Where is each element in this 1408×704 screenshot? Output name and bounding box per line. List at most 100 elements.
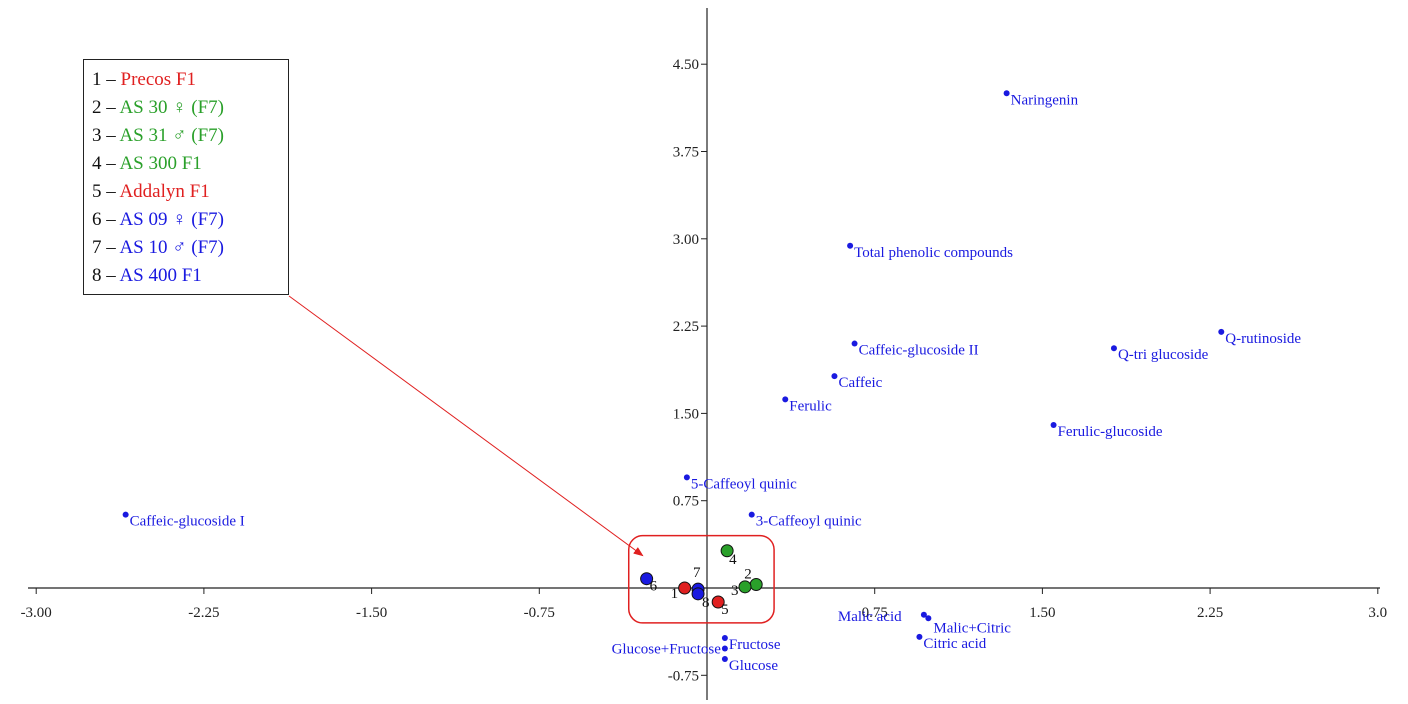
variable-label: Caffeic-glucoside II xyxy=(859,343,979,359)
sample-point xyxy=(738,580,752,594)
y-tick-label: 4.50 xyxy=(673,57,699,73)
variable-point xyxy=(683,474,690,481)
legend-item-number: 7 xyxy=(92,237,102,258)
variable-point xyxy=(721,656,728,663)
variable-label: Fructose xyxy=(729,637,781,653)
variable-points: Naringenin Total phenolic compounds Q-ruti… xyxy=(122,90,1301,674)
variable-label: Malic+Citric xyxy=(933,620,1011,636)
legend-item-dash: – xyxy=(101,69,121,90)
sample-point xyxy=(711,595,725,609)
sample-label: 7 xyxy=(693,565,701,581)
legend-item-label: AS 400 F1 xyxy=(119,265,202,286)
sample-point xyxy=(640,572,654,586)
sample-label: 2 xyxy=(744,567,752,583)
legend-item-number: 1 xyxy=(92,69,102,90)
x-tick-label: 2.25 xyxy=(1197,605,1223,621)
legend-item-number: 5 xyxy=(92,181,102,202)
variable-label: Malic acid xyxy=(838,609,902,625)
legend-item-number: 4 xyxy=(92,153,102,174)
y-tick-label: 1.50 xyxy=(673,406,699,422)
variable-label: Ferulic xyxy=(789,398,832,414)
legend-item-label: Precos F1 xyxy=(120,69,196,90)
variable-point xyxy=(925,615,932,622)
legend: 1 – Precos F1 2 – AS 30 ♀ (F7) 3 – AS 31 ♂… xyxy=(83,59,289,295)
x-tick-label: -3.00 xyxy=(21,605,52,621)
variable-point xyxy=(1003,90,1010,97)
tick-labels: -3.00 -2.25 -1.50 -0.75 0.75 1.50 2.25 3.0 -0.75… xyxy=(21,57,1388,684)
legend-item-number: 6 xyxy=(92,209,102,230)
zoom-arrow xyxy=(288,295,644,557)
x-tick-label: -0.75 xyxy=(524,605,555,621)
legend-item-dash: – xyxy=(101,125,120,146)
x-tick-label: 0.75 xyxy=(862,605,888,621)
variable-point xyxy=(847,242,854,249)
legend-item-dash: – xyxy=(101,209,120,230)
x-tick-label: 3.0 xyxy=(1368,605,1387,621)
legend-item: 3 – AS 31 ♂ (F7) xyxy=(92,122,288,150)
x-tick-label: -2.25 xyxy=(188,605,219,621)
sample-label: 3 xyxy=(731,583,739,599)
legend-item-number: 8 xyxy=(92,265,102,286)
variable-point xyxy=(122,511,129,518)
variable-point xyxy=(748,511,755,518)
legend-item-label: AS 09 ♀ (F7) xyxy=(119,209,224,230)
legend-item-dash: – xyxy=(101,97,120,118)
variable-point xyxy=(721,645,728,652)
sample-label: 1 xyxy=(671,586,679,602)
variable-label: 5-Caffeoyl quinic xyxy=(691,476,797,492)
legend-item-label: AS 31 ♂ (F7) xyxy=(119,125,224,146)
legend-item: 4 – AS 300 F1 xyxy=(92,150,288,178)
legend-item: 1 – Precos F1 xyxy=(92,66,288,94)
zoom-box xyxy=(627,534,775,624)
legend-item-dash: – xyxy=(101,265,120,286)
sample-label: 8 xyxy=(702,595,710,611)
x-tick-label: -1.50 xyxy=(356,605,387,621)
legend-item-label: AS 10 ♂ (F7) xyxy=(119,237,224,258)
legend-item-label: AS 30 ♀ (F7) xyxy=(119,97,224,118)
variable-label: Total phenolic compounds xyxy=(854,245,1013,261)
legend-item-dash: – xyxy=(101,181,120,202)
legend-item-number: 2 xyxy=(92,97,102,118)
sample-point xyxy=(749,578,763,592)
y-tick-label: -0.75 xyxy=(668,668,699,684)
variable-point xyxy=(920,611,927,618)
sample-label: 5 xyxy=(721,602,729,618)
variable-label: Naringenin xyxy=(1011,92,1079,108)
y-tick-label: 3.75 xyxy=(673,145,699,161)
sample-point xyxy=(720,544,734,558)
variable-point xyxy=(1110,345,1117,352)
y-tick-label: 0.75 xyxy=(673,494,699,510)
variable-point xyxy=(1050,422,1057,429)
variable-label: 3-Caffeoyl quinic xyxy=(756,514,862,530)
variable-label: Caffeic-glucoside I xyxy=(130,514,245,530)
variable-label: Ferulic-glucoside xyxy=(1058,424,1163,440)
legend-item-number: 3 xyxy=(92,125,102,146)
legend-item: 6 – AS 09 ♀ (F7) xyxy=(92,206,288,234)
variable-point xyxy=(1218,328,1225,335)
legend-item: 8 – AS 400 F1 xyxy=(92,262,288,290)
variable-label: Glucose xyxy=(729,658,778,674)
legend-item-dash: – xyxy=(101,153,120,174)
legend-item: 5 – Addalyn F1 xyxy=(92,178,288,206)
variable-point xyxy=(831,373,838,380)
variable-point xyxy=(782,396,789,403)
legend-item: 2 – AS 30 ♀ (F7) xyxy=(92,94,288,122)
variable-point xyxy=(916,633,923,640)
legend-item-dash: – xyxy=(101,237,120,258)
sample-label: 4 xyxy=(729,552,737,568)
legend-item-label: AS 300 F1 xyxy=(119,153,202,174)
sample-point xyxy=(691,587,705,601)
y-tick-label: 2.25 xyxy=(673,319,699,335)
variable-label: Caffeic xyxy=(838,375,882,391)
variable-label: Glucose+Fructose xyxy=(612,642,722,658)
variable-label: Q-tri glucoside xyxy=(1118,347,1209,363)
x-tick-label: 1.50 xyxy=(1029,605,1055,621)
variable-point xyxy=(851,340,858,347)
zoom-region xyxy=(288,295,775,624)
sample-point xyxy=(678,581,692,595)
legend-item: 7 – AS 10 ♂ (F7) xyxy=(92,234,288,262)
variable-label: Q-rutinoside xyxy=(1225,331,1301,347)
variable-label: Citric acid xyxy=(923,636,986,652)
